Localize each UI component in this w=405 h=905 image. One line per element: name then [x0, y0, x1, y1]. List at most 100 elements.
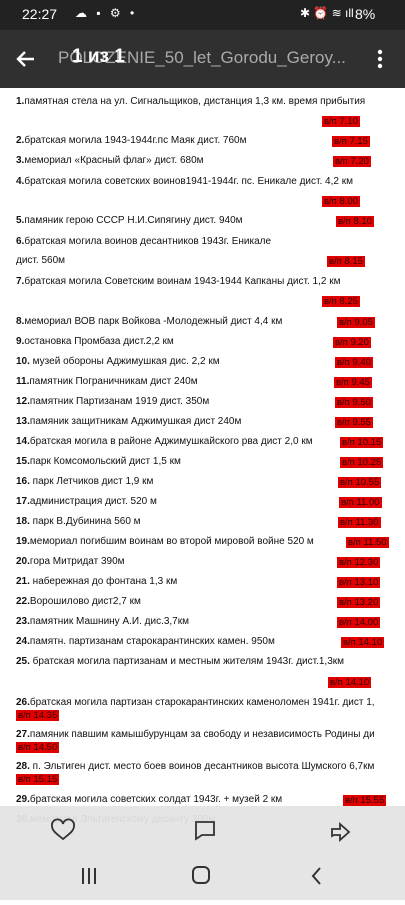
arrival-time: в/п 8.00: [322, 196, 360, 207]
item-text: гора Митридат 390м: [29, 556, 125, 567]
battery: 8%: [355, 6, 376, 22]
comment-button[interactable]: [195, 821, 215, 841]
item-text: памятник Партизанам 1919 дист. 350м: [29, 396, 210, 407]
item-number: 3.: [16, 155, 25, 166]
list-item: 25. братская могила партизанам и местным…: [16, 656, 344, 668]
list-item: 22.Ворошилово дист2,7 км: [16, 596, 141, 608]
arrival-time: в/п 8.10: [336, 216, 374, 227]
toolbar: POLOZENIE_50_let_Gorodu_Geroy... 1 из 1: [0, 30, 405, 88]
item-number: 2.: [16, 135, 25, 146]
arrival-time: в/п 7.15: [332, 136, 370, 147]
list-item: 4.братская могила советских воинов1941-1…: [16, 176, 353, 188]
item-text: парк Летчиков дист 1,9 км: [29, 476, 154, 487]
item-number: 22.: [16, 596, 30, 607]
list-item: 6.братская могила воинов десантников 194…: [16, 236, 271, 248]
document: 1.памятная стела на ул. Сигнальщиков, ди…: [0, 88, 405, 900]
arrival-time: в/п 14.10: [328, 677, 372, 688]
list-item: 29.братская могила советских солдат 1943…: [16, 794, 282, 806]
item-number: 17.: [16, 496, 30, 507]
file-name: POLOZENIE_50_let_Gorodu_Geroy...: [58, 48, 346, 67]
item-number: 7.: [16, 276, 25, 287]
item-text: музей обороны Аджимушкая дис. 2,2 км: [29, 356, 220, 367]
bottom-bar: [0, 806, 405, 900]
arrival-time: в/п 7.20: [333, 156, 371, 167]
arrival-time: в/п 12.30: [337, 557, 381, 568]
item-text: братская могила партизан старокарантинск…: [29, 697, 375, 708]
item-number: 14.: [16, 436, 30, 447]
item-number: 11.: [16, 376, 30, 387]
arrival-time: в/п 14.10: [341, 637, 385, 648]
item-text: мемориал ВОВ парк Войкова -Молодежный ди…: [24, 316, 283, 327]
item-text: памяник защитникам Аджимушкая дист 240м: [29, 416, 242, 427]
item-number: 24.: [16, 636, 30, 647]
item-text: мемориал «Красный флаг» дист. 680м: [24, 155, 204, 166]
arrival-time: в/п 9.20: [333, 337, 371, 348]
item-number: 1.: [16, 96, 25, 107]
item-text: парк В.Дубинина 560 м: [29, 516, 141, 527]
like-button[interactable]: [51, 818, 75, 841]
arrival-time: в/п 14.50: [16, 742, 60, 753]
item-number: 6.: [16, 236, 25, 247]
list-item: 21. набережная до фонтана 1,3 км: [16, 576, 177, 588]
arrival-time: в/п 15.15: [16, 774, 60, 785]
item-text: памяник герою СССР Н.И.Сипягину дист. 94…: [24, 215, 243, 226]
list-item: 11.памятник Пограничникам дист 240м: [16, 376, 198, 388]
list-item: 3.мемориал «Красный флаг» дист. 680м: [16, 155, 204, 167]
arrival-time: в/п 9.55: [335, 417, 373, 428]
list-item: 14.братская могила в районе Аджимушкайск…: [16, 436, 313, 448]
home-button[interactable]: [192, 866, 210, 884]
item-text: набережная до фонтана 1,3 км: [29, 576, 178, 587]
arrival-time: в/п 11.50: [346, 537, 389, 548]
list-item: 9.остановка Промбаза дист.2,2 км: [16, 336, 174, 348]
item-text: братская могила советских солдат 1943г. …: [29, 794, 283, 805]
arrival-time: в/п 11.30: [338, 517, 381, 528]
item-text: памятн. партизанам старокарантинских кам…: [29, 636, 275, 647]
item-text: остановка Промбаза дист.2,2 км: [24, 336, 174, 347]
item-text: мемориал погибшим воинам во второй миров…: [29, 536, 314, 547]
arrival-time: в/п 9.40: [335, 357, 373, 368]
item-number: 21.: [16, 576, 30, 587]
nav-back-button[interactable]: [311, 867, 321, 885]
bottom-icons: [51, 818, 351, 885]
list-item: 16. парк Летчиков дист 1,9 км: [16, 476, 153, 488]
list-item: 19.мемориал погибшим воинам во второй ми…: [16, 536, 314, 548]
item-text: братская могила Советским воинам 1943-19…: [24, 276, 341, 287]
item-text: памятник Машнину А.И. дис.3,7км: [29, 616, 189, 627]
menu-button[interactable]: [374, 47, 386, 71]
item-text-continued: дист. 560м: [16, 255, 66, 266]
list-item: 27.памяник павшим камышбурунцам за свобо…: [16, 729, 375, 741]
list-item: 13.памяник защитникам Аджимушкая дист 24…: [16, 416, 241, 428]
arrival-time: в/п 13.10: [337, 577, 381, 588]
share-button[interactable]: [331, 821, 351, 843]
item-number: 8.: [16, 316, 25, 327]
arrival-time: в/п 9.05: [337, 317, 375, 328]
item-number: 26.: [16, 697, 30, 708]
list-item: 1.памятная стела на ул. Сигнальщиков, ди…: [16, 96, 365, 108]
list-item: 26.братская могила партизан старокаранти…: [16, 697, 375, 709]
arrival-time: в/п 11.00: [339, 497, 382, 508]
back-button[interactable]: [14, 47, 38, 71]
clock: 22:27: [22, 6, 58, 22]
page-indicator: 1 из 1: [72, 46, 125, 67]
item-number: 12.: [16, 396, 30, 407]
item-text: Ворошилово дист2,7 км: [29, 596, 141, 607]
list-item: 12.памятник Партизанам 1919 дист. 350м: [16, 396, 209, 408]
arrival-time: в/п 10.25: [340, 457, 384, 468]
recent-apps-button[interactable]: [82, 868, 96, 884]
arrival-time: в/п 7.10: [322, 116, 360, 127]
item-text: братская могила воинов десантников 1943г…: [24, 236, 272, 247]
list-item: 5.памяник герою СССР Н.И.Сипягину дист. …: [16, 215, 243, 227]
item-number: 4.: [16, 176, 25, 187]
item-text: п. Эльтиген дист. место боев воинов деса…: [29, 761, 375, 772]
item-text: памяник павшим камышбурунцам за свободу …: [29, 729, 375, 740]
arrival-time: в/п 14.35: [16, 710, 60, 721]
item-number: 9.: [16, 336, 25, 347]
list-item: 17.администрация дист. 520 м: [16, 496, 157, 508]
arrival-time: в/п 8.25: [322, 296, 360, 307]
status-icons: ☁ ▪ ⚙ •: [75, 6, 138, 20]
item-number: 27.: [16, 729, 30, 740]
item-number: 18.: [16, 516, 30, 527]
status-bar: 22:27 ☁ ▪ ⚙ • ✱ ⏰ ≋ ıll 8%: [0, 0, 405, 30]
item-number: 28.: [16, 761, 30, 772]
